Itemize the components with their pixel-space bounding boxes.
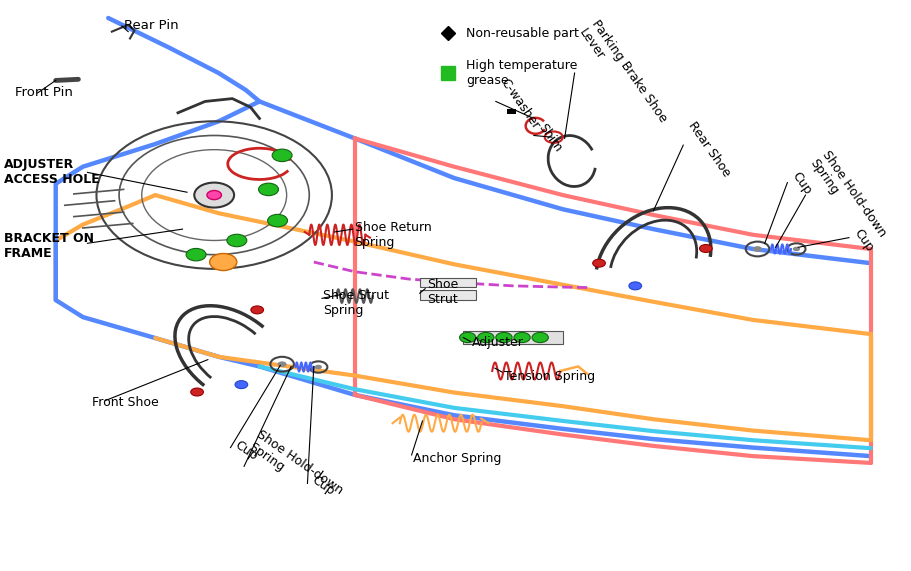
Text: Shoe Hold-down
Spring: Shoe Hold-down Spring: [246, 428, 345, 509]
Circle shape: [752, 246, 762, 252]
Bar: [507, 109, 515, 115]
Text: Shoe
Strut: Shoe Strut: [426, 278, 457, 305]
Bar: [419, 279, 476, 287]
Text: Tension Spring: Tension Spring: [504, 370, 595, 383]
Circle shape: [190, 388, 203, 396]
Text: Adjuster: Adjuster: [472, 336, 524, 349]
Text: C-washer: C-washer: [497, 77, 541, 132]
Circle shape: [592, 259, 605, 267]
Text: Cup: Cup: [788, 170, 813, 198]
Text: Rear Pin: Rear Pin: [124, 19, 178, 33]
Circle shape: [277, 361, 286, 367]
Circle shape: [194, 183, 234, 207]
Circle shape: [699, 244, 711, 252]
Circle shape: [496, 332, 512, 343]
Circle shape: [251, 306, 263, 314]
Text: Front Shoe: Front Shoe: [92, 396, 159, 409]
Circle shape: [477, 332, 494, 343]
Text: Shoe Strut
Spring: Shoe Strut Spring: [322, 289, 388, 317]
Circle shape: [514, 332, 529, 343]
Circle shape: [267, 214, 287, 227]
Text: Cup: Cup: [232, 438, 260, 463]
Text: Anchor Spring: Anchor Spring: [413, 452, 501, 465]
Circle shape: [235, 381, 248, 389]
Circle shape: [259, 183, 278, 196]
Circle shape: [314, 365, 322, 369]
Bar: [419, 290, 476, 300]
Text: Non-reusable part: Non-reusable part: [466, 27, 578, 40]
Circle shape: [459, 332, 476, 343]
Circle shape: [271, 149, 292, 162]
Text: Front Pin: Front Pin: [15, 86, 73, 99]
Circle shape: [792, 247, 799, 251]
Text: Shim: Shim: [535, 122, 564, 155]
Bar: [463, 331, 562, 344]
Circle shape: [227, 234, 247, 247]
Text: ADJUSTER
ACCESS HOLE: ADJUSTER ACCESS HOLE: [5, 158, 99, 186]
Circle shape: [210, 254, 237, 271]
Text: Cup: Cup: [850, 227, 875, 254]
Text: Shoe Return
Spring: Shoe Return Spring: [354, 221, 431, 249]
Circle shape: [629, 282, 641, 290]
Text: High temperature
grease: High temperature grease: [466, 59, 577, 87]
Text: Cup: Cup: [309, 473, 336, 498]
Circle shape: [207, 191, 221, 200]
Text: Shoe Hold-down
Spring: Shoe Hold-down Spring: [806, 148, 888, 248]
Text: Parking Brake Shoe
Lever: Parking Brake Shoe Lever: [576, 18, 669, 134]
Circle shape: [531, 332, 548, 343]
Text: Rear Shoe: Rear Shoe: [684, 120, 732, 180]
Circle shape: [186, 248, 206, 261]
Text: BRACKET ON
FRAME: BRACKET ON FRAME: [5, 232, 94, 260]
